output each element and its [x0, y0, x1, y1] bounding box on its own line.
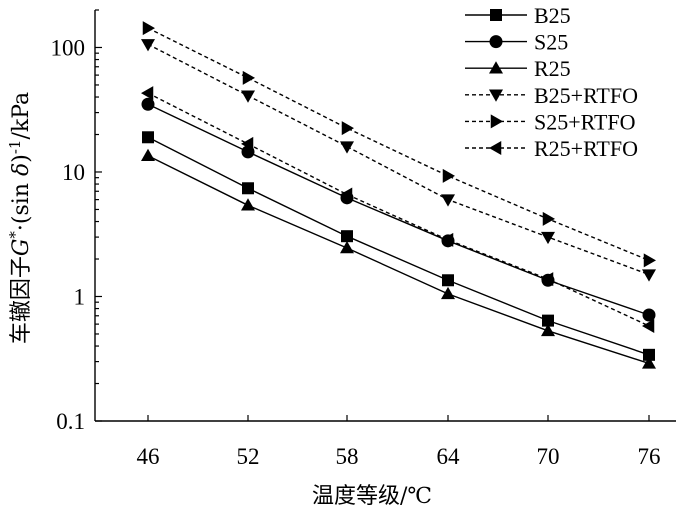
- axes: [94, 10, 676, 422]
- legend-label: R25: [534, 56, 571, 81]
- y-axis-title-mid: ·(sin: [9, 176, 34, 231]
- data-point: [141, 148, 155, 162]
- x-ticks: 46 52 58 64 70 76: [137, 415, 661, 469]
- legend-label: B25: [534, 3, 571, 28]
- data-point: [642, 318, 655, 333]
- legend-label: B25+RTFO: [534, 83, 638, 108]
- y-tick-label: 1: [74, 284, 86, 309]
- data-point: [341, 121, 354, 136]
- data-point: [442, 168, 455, 183]
- data-point: [441, 286, 455, 300]
- data-point: [441, 232, 454, 247]
- legend-item: B25+RTFO: [465, 83, 638, 108]
- legend-marker: [489, 89, 503, 102]
- series-r25: [141, 148, 656, 369]
- data-point: [141, 39, 155, 52]
- series-b25: [142, 131, 655, 361]
- legend-item: S25: [465, 30, 568, 55]
- x-axis-title: 温度等级/℃: [312, 484, 432, 509]
- data-point: [340, 187, 353, 202]
- legend-marker: [490, 9, 502, 21]
- series-line: [147, 103, 650, 316]
- data-point: [642, 269, 656, 282]
- y-tick-label: 100: [51, 35, 86, 60]
- y-ticks: 0.1 1 10 100: [51, 9, 102, 434]
- legend-item: R25: [465, 56, 571, 81]
- legend-item: B25: [465, 3, 571, 28]
- data-point: [241, 136, 254, 151]
- legend-marker: [490, 114, 503, 129]
- series-line: [147, 155, 650, 365]
- data-point: [141, 86, 154, 101]
- data-point: [341, 230, 353, 243]
- data-point: [340, 241, 354, 254]
- legend-item: R25+RTFO: [465, 136, 638, 161]
- legend-marker: [489, 61, 503, 74]
- data-point: [241, 198, 255, 211]
- data-point: [542, 211, 555, 226]
- y-axis-title-g: G: [9, 239, 34, 257]
- legend-item: S25+RTFO: [465, 109, 636, 134]
- y-tick-label: 10: [62, 160, 85, 185]
- data-point: [442, 274, 454, 287]
- data-point: [241, 90, 255, 103]
- legend-label: R25+RTFO: [534, 136, 638, 161]
- data-point: [242, 70, 255, 85]
- series-line: [147, 92, 650, 327]
- data-point: [441, 194, 455, 207]
- legend-marker: [489, 141, 502, 155]
- data-point: [541, 272, 554, 287]
- y-axis-title-group: 车辙因子G*·(sin δ)-1/kPa: [6, 92, 34, 344]
- series-line: [147, 27, 650, 262]
- series-b25-rtfo: [141, 39, 656, 282]
- series-group: [141, 21, 656, 369]
- data-point: [542, 314, 554, 327]
- y-axis-title: 车辙因子G*·(sin δ)-1/kPa: [6, 92, 34, 344]
- data-point: [643, 348, 655, 361]
- x-tick-label: 58: [336, 444, 359, 469]
- series-line: [147, 136, 650, 356]
- y-axis-title-close: ): [9, 154, 34, 163]
- y-axis-title-star: *: [6, 231, 24, 239]
- data-point: [642, 356, 656, 369]
- data-point: [242, 182, 254, 195]
- data-point: [141, 97, 155, 111]
- series-r25-rtfo: [141, 86, 655, 333]
- data-point: [541, 231, 555, 245]
- x-tick-label: 76: [638, 444, 661, 469]
- data-point: [541, 323, 555, 337]
- legend-marker: [489, 35, 503, 49]
- y-axis-title-exp: -1: [6, 140, 24, 155]
- data-point: [142, 131, 154, 144]
- data-point: [340, 141, 354, 154]
- series-s25-rtfo: [142, 21, 656, 268]
- legend-label: S25+RTFO: [534, 109, 636, 134]
- y-axis-title-prefix: 车辙因子: [9, 256, 34, 344]
- y-tick-label: 0.1: [56, 409, 85, 434]
- x-tick-label: 70: [537, 444, 560, 469]
- y-axis-title-unit: /kPa: [9, 92, 34, 140]
- legend-label: S25: [534, 30, 568, 55]
- x-tick-label: 46: [137, 444, 160, 469]
- series-line: [147, 43, 650, 276]
- data-point: [643, 253, 656, 268]
- x-tick-label: 52: [237, 444, 260, 469]
- x-tick-label: 64: [437, 444, 461, 469]
- y-axis-title-delta: δ: [9, 163, 34, 176]
- data-point: [642, 308, 656, 322]
- data-point: [142, 21, 155, 36]
